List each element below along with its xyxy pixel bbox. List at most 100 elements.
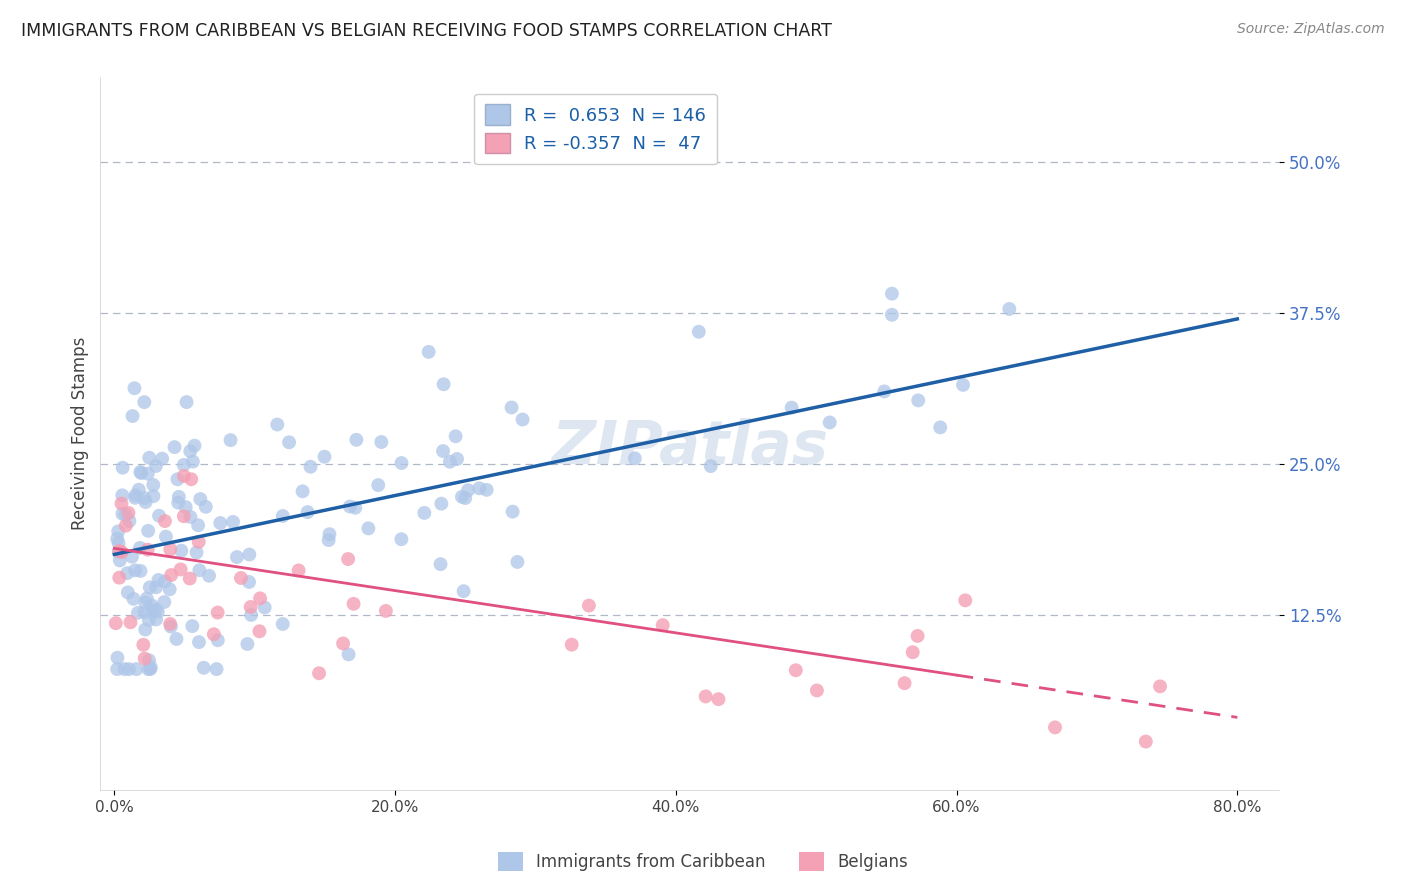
Point (226, 550, 249, 565)
Point (179, 572, 201, 586)
Point (901, 645, 924, 659)
Point (134, 491, 156, 505)
Point (108, 545, 131, 559)
Point (128, 483, 150, 497)
Point (153, 514, 176, 528)
Point (179, 444, 201, 458)
Point (700, 459, 723, 474)
Point (278, 435, 301, 450)
Point (181, 619, 204, 633)
Point (806, 683, 828, 698)
Point (121, 409, 143, 423)
Point (444, 429, 467, 443)
Point (141, 599, 163, 613)
Text: IMMIGRANTS FROM CARIBBEAN VS BELGIAN RECEIVING FOOD STAMPS CORRELATION CHART: IMMIGRANTS FROM CARIBBEAN VS BELGIAN REC… (21, 22, 832, 40)
Point (124, 381, 146, 395)
Point (107, 650, 129, 665)
Point (167, 490, 190, 504)
Point (111, 545, 134, 559)
Point (238, 574, 260, 589)
Point (907, 629, 929, 643)
Point (159, 542, 181, 557)
Point (955, 593, 977, 607)
Point (299, 459, 322, 474)
Point (873, 384, 896, 399)
Point (512, 412, 534, 426)
Point (344, 433, 367, 447)
Point (183, 439, 205, 453)
Point (142, 478, 165, 492)
Point (142, 489, 165, 503)
Point (163, 440, 186, 454)
Point (121, 549, 143, 564)
Point (357, 521, 380, 535)
Point (240, 607, 263, 622)
Point (146, 605, 169, 619)
Point (998, 301, 1021, 316)
Point (880, 308, 903, 322)
Point (134, 395, 156, 409)
Point (134, 596, 156, 610)
Point (170, 562, 193, 576)
Point (186, 545, 208, 559)
Point (134, 651, 156, 665)
Legend: Immigrants from Caribbean, Belgians: Immigrants from Caribbean, Belgians (489, 843, 917, 880)
Point (1135, 734, 1157, 748)
Point (893, 676, 915, 690)
Legend: R =  0.653  N = 146, R = -0.357  N =  47: R = 0.653 N = 146, R = -0.357 N = 47 (474, 94, 717, 164)
Point (135, 591, 157, 606)
Point (139, 660, 162, 674)
Point (561, 638, 583, 652)
Point (136, 542, 159, 557)
Point (1043, 720, 1066, 734)
Point (332, 636, 354, 650)
Point (453, 584, 475, 599)
Point (907, 393, 929, 408)
Point (173, 469, 195, 483)
Point (136, 467, 159, 481)
Point (136, 524, 159, 538)
Point (446, 452, 468, 467)
Point (148, 573, 170, 587)
Point (430, 497, 453, 511)
Point (370, 435, 392, 450)
Point (150, 451, 173, 466)
Point (785, 663, 807, 677)
Point (135, 495, 157, 509)
Point (124, 563, 146, 577)
Point (111, 488, 134, 502)
Point (707, 692, 730, 706)
Point (180, 472, 202, 486)
Point (125, 662, 148, 676)
Point (170, 543, 193, 558)
Point (117, 506, 139, 520)
Point (929, 420, 952, 434)
Point (166, 472, 188, 486)
Point (222, 515, 245, 529)
Point (337, 552, 360, 566)
Point (111, 460, 134, 475)
Point (179, 510, 201, 524)
Point (187, 534, 209, 549)
Point (153, 574, 176, 589)
Point (145, 612, 167, 626)
Point (159, 616, 181, 631)
Point (468, 481, 491, 495)
Point (138, 450, 160, 465)
Point (367, 478, 389, 492)
Point (780, 401, 803, 415)
Point (249, 591, 271, 606)
Point (139, 580, 162, 594)
Point (129, 541, 152, 555)
Point (297, 505, 319, 519)
Point (155, 530, 177, 544)
Point (952, 377, 974, 392)
Point (129, 564, 152, 578)
Text: Source: ZipAtlas.com: Source: ZipAtlas.com (1237, 22, 1385, 37)
Point (475, 483, 498, 497)
Point (118, 662, 141, 676)
Point (253, 600, 276, 615)
Point (454, 491, 477, 505)
Point (207, 606, 229, 620)
Point (391, 456, 413, 470)
